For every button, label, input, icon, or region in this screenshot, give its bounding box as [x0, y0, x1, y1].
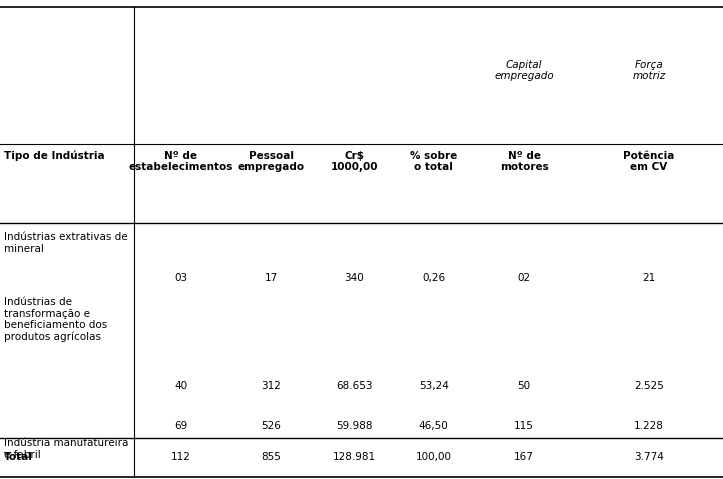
Text: 0,26: 0,26 — [422, 273, 445, 283]
Text: 340: 340 — [344, 273, 364, 283]
Text: 69: 69 — [174, 422, 187, 431]
Text: 526: 526 — [261, 422, 281, 431]
Text: 21: 21 — [642, 273, 656, 283]
Text: Total: Total — [4, 453, 33, 462]
Text: 112: 112 — [171, 453, 191, 462]
Text: Indústria manufatureira
e fabril: Indústria manufatureira e fabril — [4, 438, 129, 460]
Text: 02: 02 — [518, 273, 531, 283]
Text: 1.228: 1.228 — [634, 422, 664, 431]
Text: Tipo de Indústria: Tipo de Indústria — [4, 151, 105, 161]
Text: Indústrias extrativas de
mineral: Indústrias extrativas de mineral — [4, 232, 128, 254]
Text: Indústrias de
transformação e
beneficiamento dos
produtos agrícolas: Indústrias de transformação e beneficiam… — [4, 297, 108, 342]
Text: 115: 115 — [514, 422, 534, 431]
Text: 855: 855 — [261, 453, 281, 462]
Text: 128.981: 128.981 — [333, 453, 376, 462]
Text: 59.988: 59.988 — [336, 422, 372, 431]
Text: 167: 167 — [514, 453, 534, 462]
Text: 40: 40 — [174, 381, 187, 390]
Text: 68.653: 68.653 — [336, 381, 372, 390]
Text: Força
motriz: Força motriz — [633, 60, 665, 81]
Text: 03: 03 — [174, 273, 187, 283]
Text: 312: 312 — [261, 381, 281, 390]
Text: 17: 17 — [265, 273, 278, 283]
Text: Capital
empregado: Capital empregado — [495, 60, 554, 81]
Text: % sobre
o total: % sobre o total — [410, 151, 458, 172]
Text: 100,00: 100,00 — [416, 453, 452, 462]
Text: 50: 50 — [518, 381, 531, 390]
Text: Nº de
estabelecimentos: Nº de estabelecimentos — [129, 151, 233, 172]
Text: 2.525: 2.525 — [634, 381, 664, 390]
Text: 46,50: 46,50 — [419, 422, 449, 431]
Text: Nº de
motores: Nº de motores — [500, 151, 549, 172]
Text: Cr$
1000,00: Cr$ 1000,00 — [330, 151, 378, 172]
Text: 3.774: 3.774 — [634, 453, 664, 462]
Text: Pessoal
empregado: Pessoal empregado — [238, 151, 304, 172]
Text: 53,24: 53,24 — [419, 381, 449, 390]
Text: Potência
em CV: Potência em CV — [623, 151, 675, 172]
